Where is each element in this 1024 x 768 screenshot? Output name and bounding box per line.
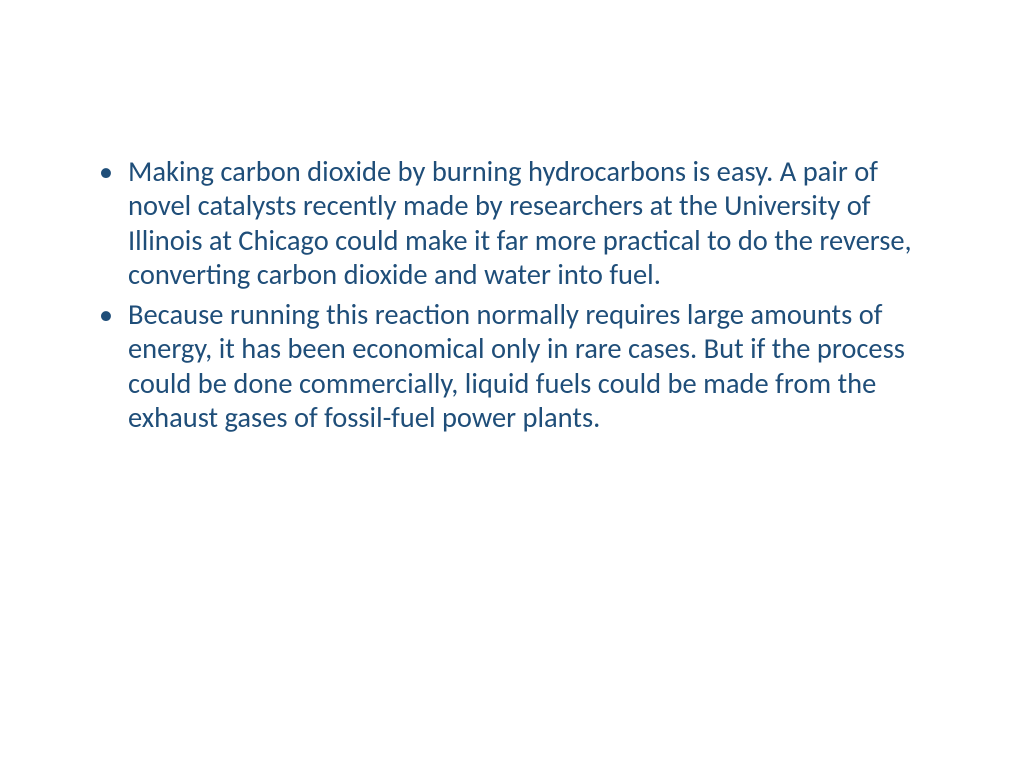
bullet-item: Because running this reaction normally r… (85, 298, 939, 436)
bullet-item: Making carbon dioxide by burning hydroca… (85, 155, 939, 293)
bullet-list: Making carbon dioxide by burning hydroca… (85, 155, 939, 436)
bullet-text: Because running this reaction normally r… (128, 297, 905, 435)
slide-container: Making carbon dioxide by burning hydroca… (0, 0, 1024, 768)
bullet-text: Making carbon dioxide by burning hydroca… (128, 154, 912, 292)
